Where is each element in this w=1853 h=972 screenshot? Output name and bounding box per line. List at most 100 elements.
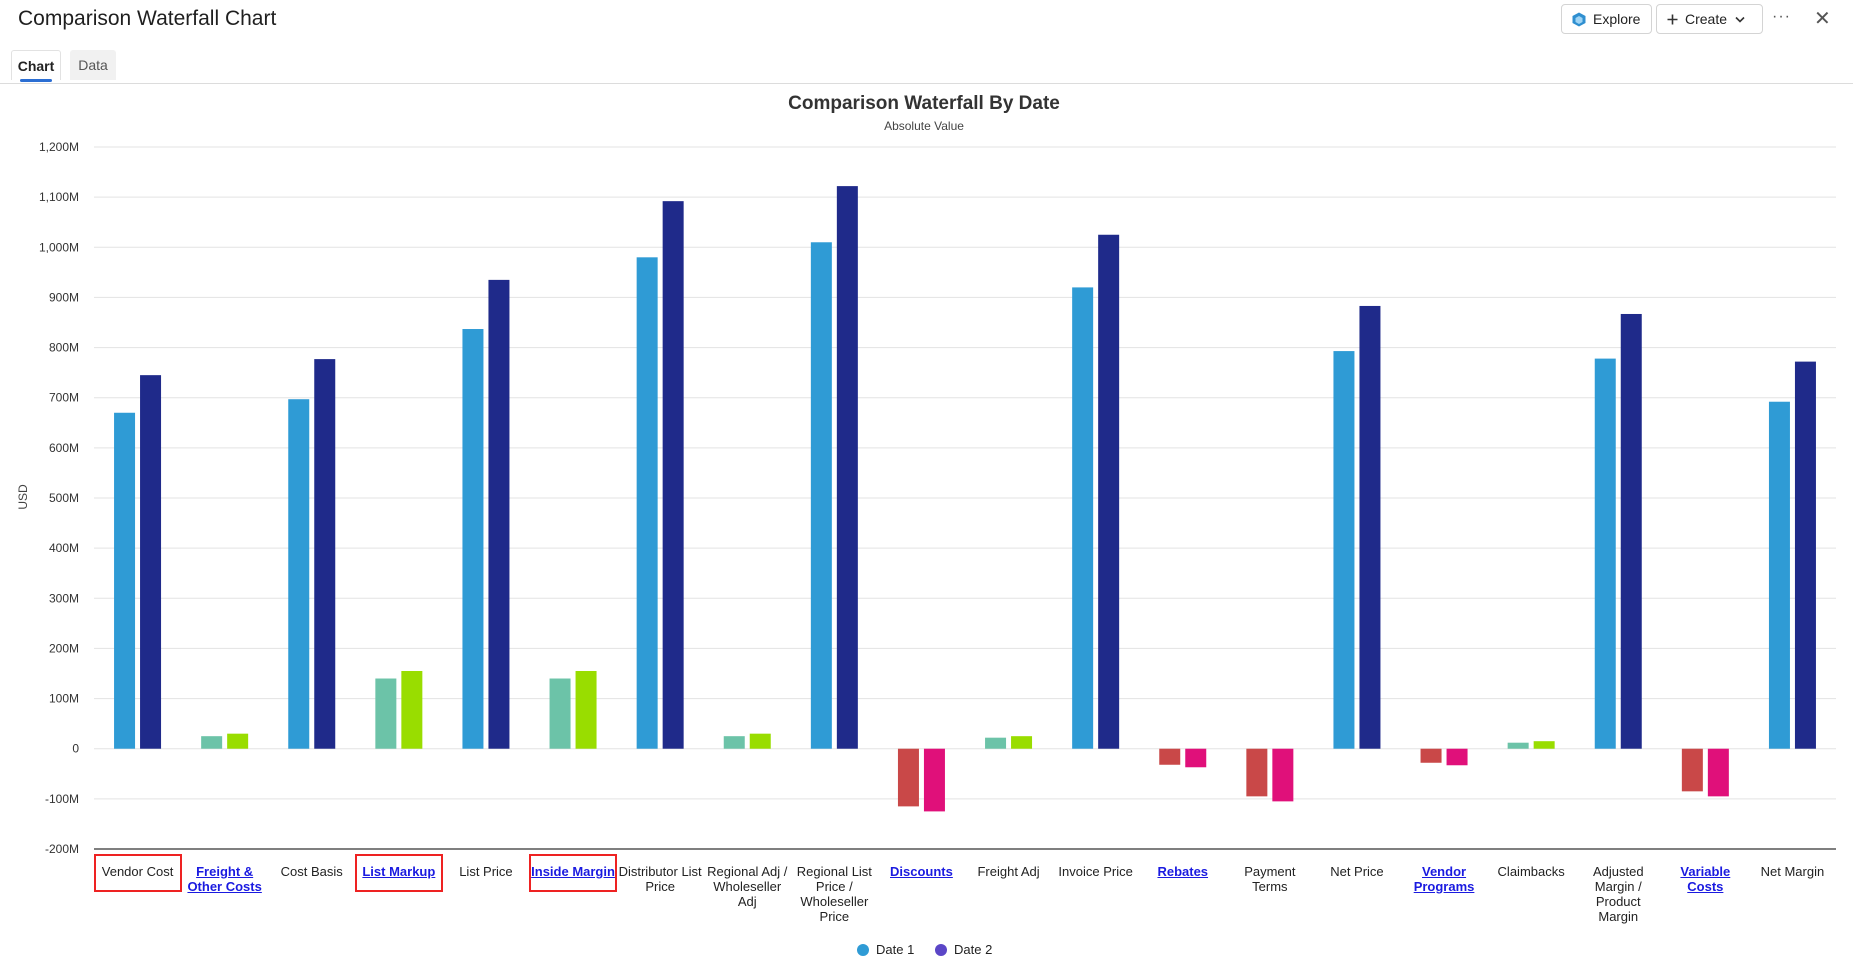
bar-date1 — [636, 257, 658, 749]
y-tick-label: 100M — [49, 692, 79, 706]
x-tick-label[interactable]: List Markup — [362, 864, 436, 879]
bar-date1 — [1681, 748, 1703, 792]
y-tick-label: 500M — [49, 491, 79, 505]
y-tick-label: 600M — [49, 441, 79, 455]
chart-subtitle: Absolute Value — [884, 119, 964, 133]
y-tick-label: -200M — [45, 842, 79, 856]
x-tick-label: Payment Terms — [1244, 864, 1296, 894]
bar-date1 — [1159, 748, 1181, 765]
x-tick-label: Cost Basis — [280, 864, 343, 879]
create-button[interactable]: Create — [1656, 4, 1763, 34]
bar-date2 — [836, 186, 858, 749]
y-tick-label: 800M — [49, 341, 79, 355]
y-tick-label: 200M — [49, 641, 79, 655]
x-tick-label: Net Price — [1330, 864, 1384, 879]
x-tick-label: Net Margin — [1760, 864, 1825, 879]
bar-date2 — [662, 201, 684, 749]
waterfall-chart: Comparison Waterfall By Date Absolute Val… — [16, 93, 1836, 856]
bar-date2 — [749, 733, 771, 749]
y-axis-label: USD — [16, 484, 30, 510]
highlight-box — [354, 854, 443, 892]
bar-date2 — [1359, 305, 1381, 749]
bar-date2 — [1272, 748, 1294, 802]
x-tick-label: Regional Adj / Wholeseller Adj — [707, 864, 788, 909]
highlight-box — [529, 854, 618, 892]
y-tick-label: 0 — [72, 742, 79, 756]
explore-icon — [1572, 12, 1586, 27]
bar-date2 — [401, 670, 423, 749]
bar-date1 — [723, 736, 745, 749]
bar-date1 — [549, 678, 571, 749]
bar-date1 — [1246, 748, 1268, 797]
x-tick-label: Freight Adj — [977, 864, 1040, 879]
legend-item-date1[interactable]: Date 1 — [857, 942, 914, 957]
x-tick-label: Regional List Price / Wholeseller Price — [796, 864, 872, 924]
x-tick-label[interactable]: Rebates — [1157, 864, 1209, 879]
bar-date2 — [923, 748, 945, 812]
y-tick-label: 1,200M — [39, 140, 79, 154]
x-tick-label: Invoice Price — [1058, 864, 1133, 879]
explore-label: Explore — [1593, 11, 1641, 27]
bar-date1 — [985, 737, 1007, 749]
highlight-box — [93, 854, 182, 892]
close-icon[interactable]: ✕ — [1814, 8, 1831, 30]
x-tick-label[interactable]: Variable Costs — [1680, 864, 1731, 894]
legend-label-date1: Date 1 — [876, 942, 915, 957]
bar-date1 — [810, 242, 832, 749]
bar-date2 — [575, 670, 597, 749]
bar-date1 — [1768, 401, 1790, 749]
bar-date1 — [375, 678, 397, 749]
bar-date2 — [1098, 234, 1120, 749]
bar-date2 — [1446, 748, 1468, 766]
y-tick-label: 400M — [49, 541, 79, 555]
x-tick-label[interactable]: Vendor Programs — [1413, 864, 1475, 894]
legend-item-date2[interactable]: Date 2 — [935, 942, 992, 957]
bar-date1 — [1594, 358, 1616, 749]
bar-date2 — [1620, 313, 1642, 749]
x-tick-label: Distributor List Price — [618, 864, 702, 894]
bar-date1 — [1507, 742, 1529, 749]
window-header: Comparison Waterfall Chart Explore Creat… — [0, 0, 1853, 40]
bar-date2 — [314, 359, 336, 749]
y-tick-label: 300M — [49, 591, 79, 605]
bar-date2 — [140, 375, 162, 749]
create-label: Create — [1685, 11, 1728, 27]
x-tick-label[interactable]: Discounts — [890, 864, 953, 879]
bar-date1 — [114, 412, 136, 749]
x-tick-label: Claimbacks — [1497, 864, 1565, 879]
bar-date1 — [462, 329, 484, 749]
explore-button[interactable]: Explore — [1561, 4, 1652, 34]
bar-date1 — [897, 748, 919, 807]
y-tick-label: 700M — [49, 391, 79, 405]
x-tick-label: Adjusted Margin / Product Margin — [1592, 864, 1644, 924]
plus-icon — [1667, 14, 1678, 25]
bar-date1 — [201, 736, 223, 749]
more-options-icon[interactable]: ··· — [1772, 8, 1791, 25]
bar-date2 — [488, 279, 510, 749]
bar-date2 — [1185, 748, 1207, 768]
tab-chart[interactable]: Chart — [11, 50, 61, 82]
tab-bar: Chart Data — [0, 45, 1853, 84]
bar-date2 — [1794, 361, 1816, 749]
y-tick-label: 900M — [49, 290, 79, 304]
x-tick-label: Vendor Cost — [101, 864, 174, 879]
y-tick-label: 1,000M — [39, 240, 79, 254]
legend-label-date2: Date 2 — [954, 942, 993, 957]
bar-date2 — [1707, 748, 1729, 797]
bar-date1 — [1072, 287, 1094, 749]
tab-data[interactable]: Data — [70, 50, 116, 80]
x-tick-label: List Price — [459, 864, 513, 879]
page-title: Comparison Waterfall Chart — [18, 7, 277, 30]
bar-date1 — [1420, 748, 1442, 763]
x-tick-label[interactable]: Inside Margin — [531, 864, 615, 879]
bar-date2 — [227, 733, 249, 749]
legend-dot-date2 — [935, 943, 947, 956]
y-tick-label: -100M — [45, 792, 79, 806]
chevron-down-icon — [1735, 16, 1745, 23]
x-tick-label[interactable]: Freight & Other Costs — [187, 864, 262, 894]
bar-date2 — [1533, 741, 1555, 749]
legend-dot-date1 — [857, 943, 869, 956]
bar-date2 — [1011, 736, 1033, 749]
bar-date1 — [1333, 351, 1355, 749]
bar-date1 — [288, 399, 310, 749]
